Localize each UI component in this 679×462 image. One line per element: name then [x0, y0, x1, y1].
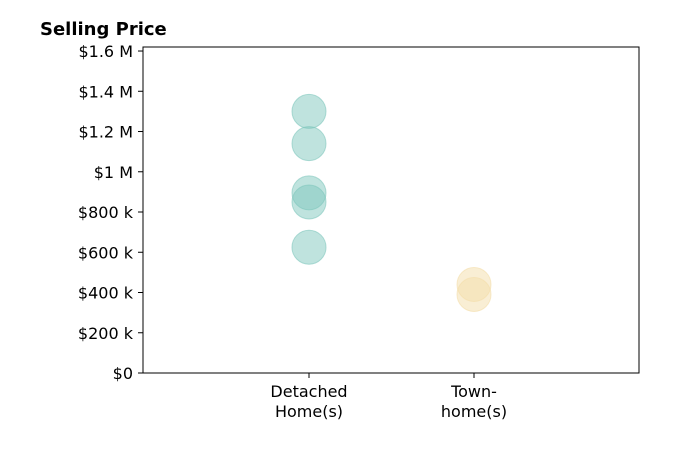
- y-tick-label: $0: [113, 364, 133, 383]
- y-tick-label: $1.6 M: [78, 42, 133, 61]
- y-tick-label: $1.2 M: [78, 123, 133, 142]
- y-tick-label: $600 k: [78, 243, 134, 262]
- data-point: [291, 229, 327, 265]
- y-tick-label: $1.4 M: [78, 82, 133, 101]
- y-tick-label: $800 k: [78, 203, 134, 222]
- y-axis: $0 $200 k $400 k $600 k $800 k $1 M $1.2 M $1.4…: [78, 42, 143, 383]
- chart-title: Selling Price: [40, 19, 167, 40]
- y-tick-label: $1 M: [94, 163, 133, 182]
- y-tick-label: $200 k: [78, 324, 134, 343]
- x-tick-label: home(s): [441, 402, 507, 421]
- data-point: [291, 93, 327, 129]
- data-point: [456, 277, 492, 313]
- x-tick-label: Town-: [450, 382, 497, 401]
- plot-frame: [142, 46, 640, 374]
- data-point: [291, 184, 327, 220]
- data-point: [291, 126, 327, 162]
- x-tick-label: Detached: [270, 382, 347, 401]
- y-tick-label: $400 k: [78, 284, 134, 303]
- x-tick-label: Home(s): [275, 402, 343, 421]
- data-points: [291, 93, 492, 313]
